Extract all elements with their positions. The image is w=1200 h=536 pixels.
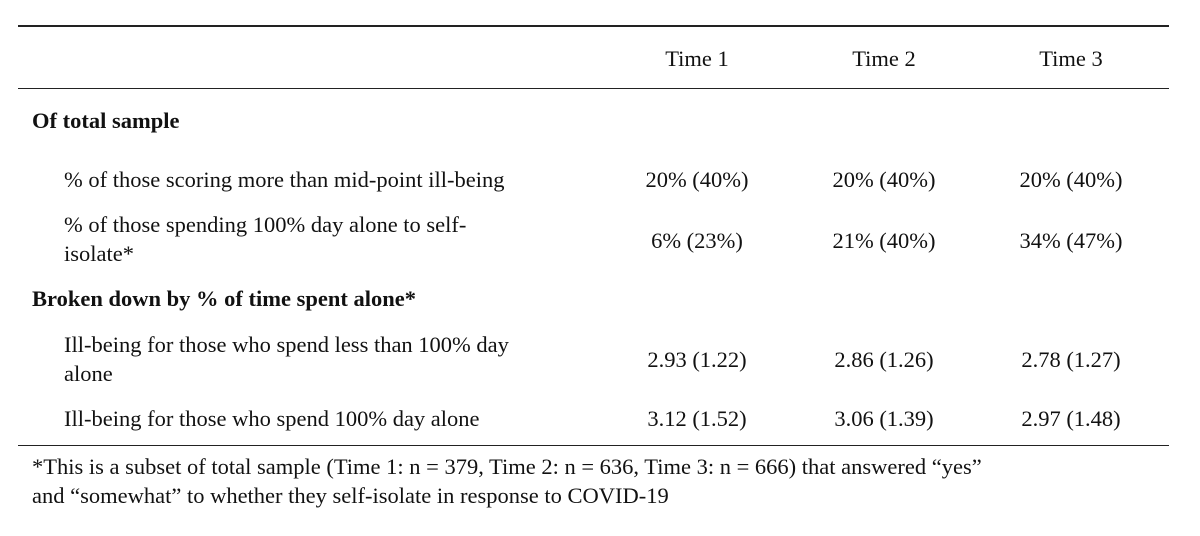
- column-header-time-1: Time 1: [665, 46, 729, 71]
- footnote-line-2: and “somewhat” to whether they self-isol…: [32, 483, 669, 508]
- table-cell: 6% (23%): [651, 228, 743, 253]
- table-bottom-rule: [18, 445, 1169, 446]
- column-header-time-3: Time 3: [1039, 46, 1103, 71]
- table-cell: 3.12 (1.52): [647, 406, 747, 431]
- row-label-less-than-100-line1: Ill-being for those who spend less than …: [64, 332, 509, 357]
- footnote-line-1: *This is a subset of total sample (Time …: [32, 454, 982, 479]
- table-top-rule: [18, 25, 1169, 27]
- row-label-less-than-100-line2: alone: [64, 361, 113, 386]
- column-header-time-2: Time 2: [852, 46, 916, 71]
- row-label-spending-alone-line1: % of those spending 100% day alone to se…: [64, 212, 467, 237]
- section-heading-time-alone: Broken down by % of time spent alone*: [32, 286, 416, 311]
- row-label-mid-point-ill-being: % of those scoring more than mid-point i…: [64, 167, 505, 192]
- table-cell: 2.78 (1.27): [1021, 347, 1121, 372]
- header-rule: [18, 88, 1169, 89]
- table-cell: 21% (40%): [832, 228, 936, 253]
- table-cell: 34% (47%): [1019, 228, 1123, 253]
- table-cell: 2.93 (1.22): [647, 347, 747, 372]
- table-cell: 20% (40%): [832, 167, 936, 192]
- row-label-100-alone: Ill-being for those who spend 100% day a…: [64, 406, 480, 431]
- row-label-spending-alone-line2: isolate*: [64, 241, 134, 266]
- table-cell: 20% (40%): [1019, 167, 1123, 192]
- section-heading-total-sample: Of total sample: [32, 108, 180, 133]
- table-cell: 3.06 (1.39): [834, 406, 934, 431]
- table-cell: 2.97 (1.48): [1021, 406, 1121, 431]
- table-cell: 2.86 (1.26): [834, 347, 934, 372]
- table-footnote: *This is a subset of total sample (Time …: [32, 452, 1172, 510]
- table-cell: 20% (40%): [645, 167, 749, 192]
